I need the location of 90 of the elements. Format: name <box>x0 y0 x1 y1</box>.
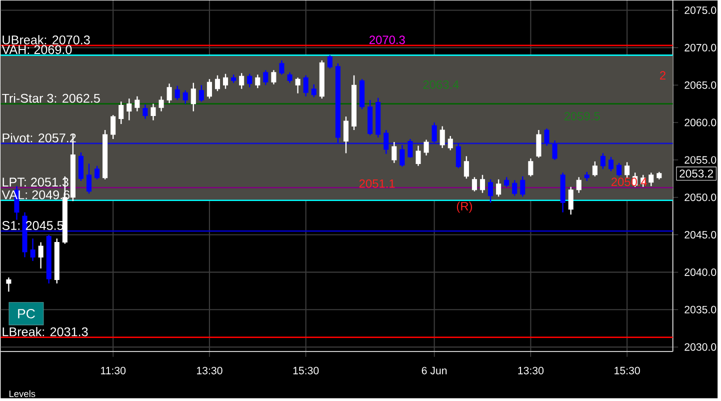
ref-line-label: VAH: 2069.0 <box>2 44 72 54</box>
candlestick <box>118 100 124 124</box>
annotation: 2 <box>660 70 666 80</box>
candlestick <box>255 74 260 88</box>
y-tick-label: 2045.0 <box>684 230 716 238</box>
annotation: (R) <box>456 201 472 213</box>
annotation: 2070.3 <box>370 35 405 44</box>
candlestick <box>327 54 332 69</box>
candlestick <box>616 162 622 177</box>
candlestick <box>432 122 437 144</box>
x-tick-label: 13:30 <box>518 366 544 374</box>
candlestick <box>424 138 429 156</box>
candlestick <box>6 276 12 292</box>
x-tick-label: 13:30 <box>197 366 222 374</box>
candlestick <box>247 73 252 88</box>
y-tick-label: 2060.0 <box>684 118 716 126</box>
candlestick <box>239 72 244 90</box>
candlestick <box>568 186 574 215</box>
candlestick <box>166 82 172 104</box>
candlestick <box>648 172 654 186</box>
candlestick <box>295 76 300 94</box>
candlestick <box>552 140 558 160</box>
candlestick <box>512 179 518 196</box>
x-tick-label: 15:30 <box>293 366 319 374</box>
candlestick <box>408 138 413 158</box>
candlestick <box>38 241 44 269</box>
candlestick <box>544 128 550 146</box>
candlestick <box>480 174 486 194</box>
candlestick <box>110 114 116 140</box>
x-tick-label: 11:30 <box>101 366 126 374</box>
candlestick <box>271 69 276 85</box>
candlestick <box>496 178 502 197</box>
candlestick <box>279 60 284 75</box>
candlestick <box>400 144 405 168</box>
candlestick <box>94 165 100 180</box>
y-tick-label: 2075.0 <box>684 6 716 14</box>
annotation: PC <box>18 308 35 318</box>
candlestick <box>158 95 164 112</box>
candlestick <box>174 85 180 100</box>
candlestick <box>311 84 316 98</box>
candlestick <box>528 158 534 177</box>
candlestick <box>576 176 582 194</box>
candlestick <box>392 141 397 164</box>
candlestick <box>520 176 526 197</box>
candlestick <box>592 160 598 177</box>
candlestick <box>488 178 494 203</box>
candlestick <box>206 78 212 99</box>
candlestick <box>142 104 148 120</box>
candlestick <box>134 95 140 112</box>
candlestick <box>536 129 542 158</box>
ref-line-label: UBreak: 2070.3 <box>2 34 90 44</box>
candlestick <box>600 152 606 170</box>
text: Levels <box>9 390 36 397</box>
candlestick <box>440 125 445 148</box>
candlestick <box>126 98 132 121</box>
candlestick <box>263 69 268 86</box>
x-tick-label: 6 Jun <box>422 366 447 374</box>
candlestick <box>608 156 614 172</box>
y-tick-label: 2040.0 <box>684 268 716 276</box>
candlestick <box>456 142 461 169</box>
candlestick <box>30 238 36 262</box>
ref-line-label: Tri-Star 3: 2062.5 <box>2 93 100 103</box>
candlestick <box>150 102 156 121</box>
annotation: 2051.1 <box>359 179 395 188</box>
candlestick <box>287 72 292 84</box>
y-tick-label: 2055.0 <box>684 156 716 164</box>
text: 2053.2 <box>680 169 714 178</box>
candlestick <box>624 161 630 178</box>
candlestick <box>343 116 348 154</box>
x-tick-label: 15:30 <box>614 366 640 374</box>
candlestick <box>303 74 308 97</box>
candlestick <box>416 144 421 166</box>
y-tick-label: 2035.0 <box>684 306 716 314</box>
candlestick <box>448 135 453 151</box>
candlestick <box>223 73 228 90</box>
y-tick-label: 2030.0 <box>684 343 716 351</box>
candlestick <box>86 162 92 194</box>
candlestick <box>214 74 220 92</box>
candlestick <box>182 90 188 104</box>
ref-line-label: LBreak: 2031.3 <box>2 326 88 336</box>
candlestick <box>464 155 469 180</box>
candlestick <box>78 152 84 182</box>
candlestick <box>384 129 389 154</box>
candlestick <box>198 84 204 102</box>
y-tick-label: 2050.0 <box>684 193 716 201</box>
candlestick <box>504 176 510 188</box>
candlestick <box>190 82 196 112</box>
y-tick-label: 2070.0 <box>684 44 716 52</box>
y-tick-label: 2065.0 <box>684 81 716 89</box>
candlestick <box>472 176 477 192</box>
